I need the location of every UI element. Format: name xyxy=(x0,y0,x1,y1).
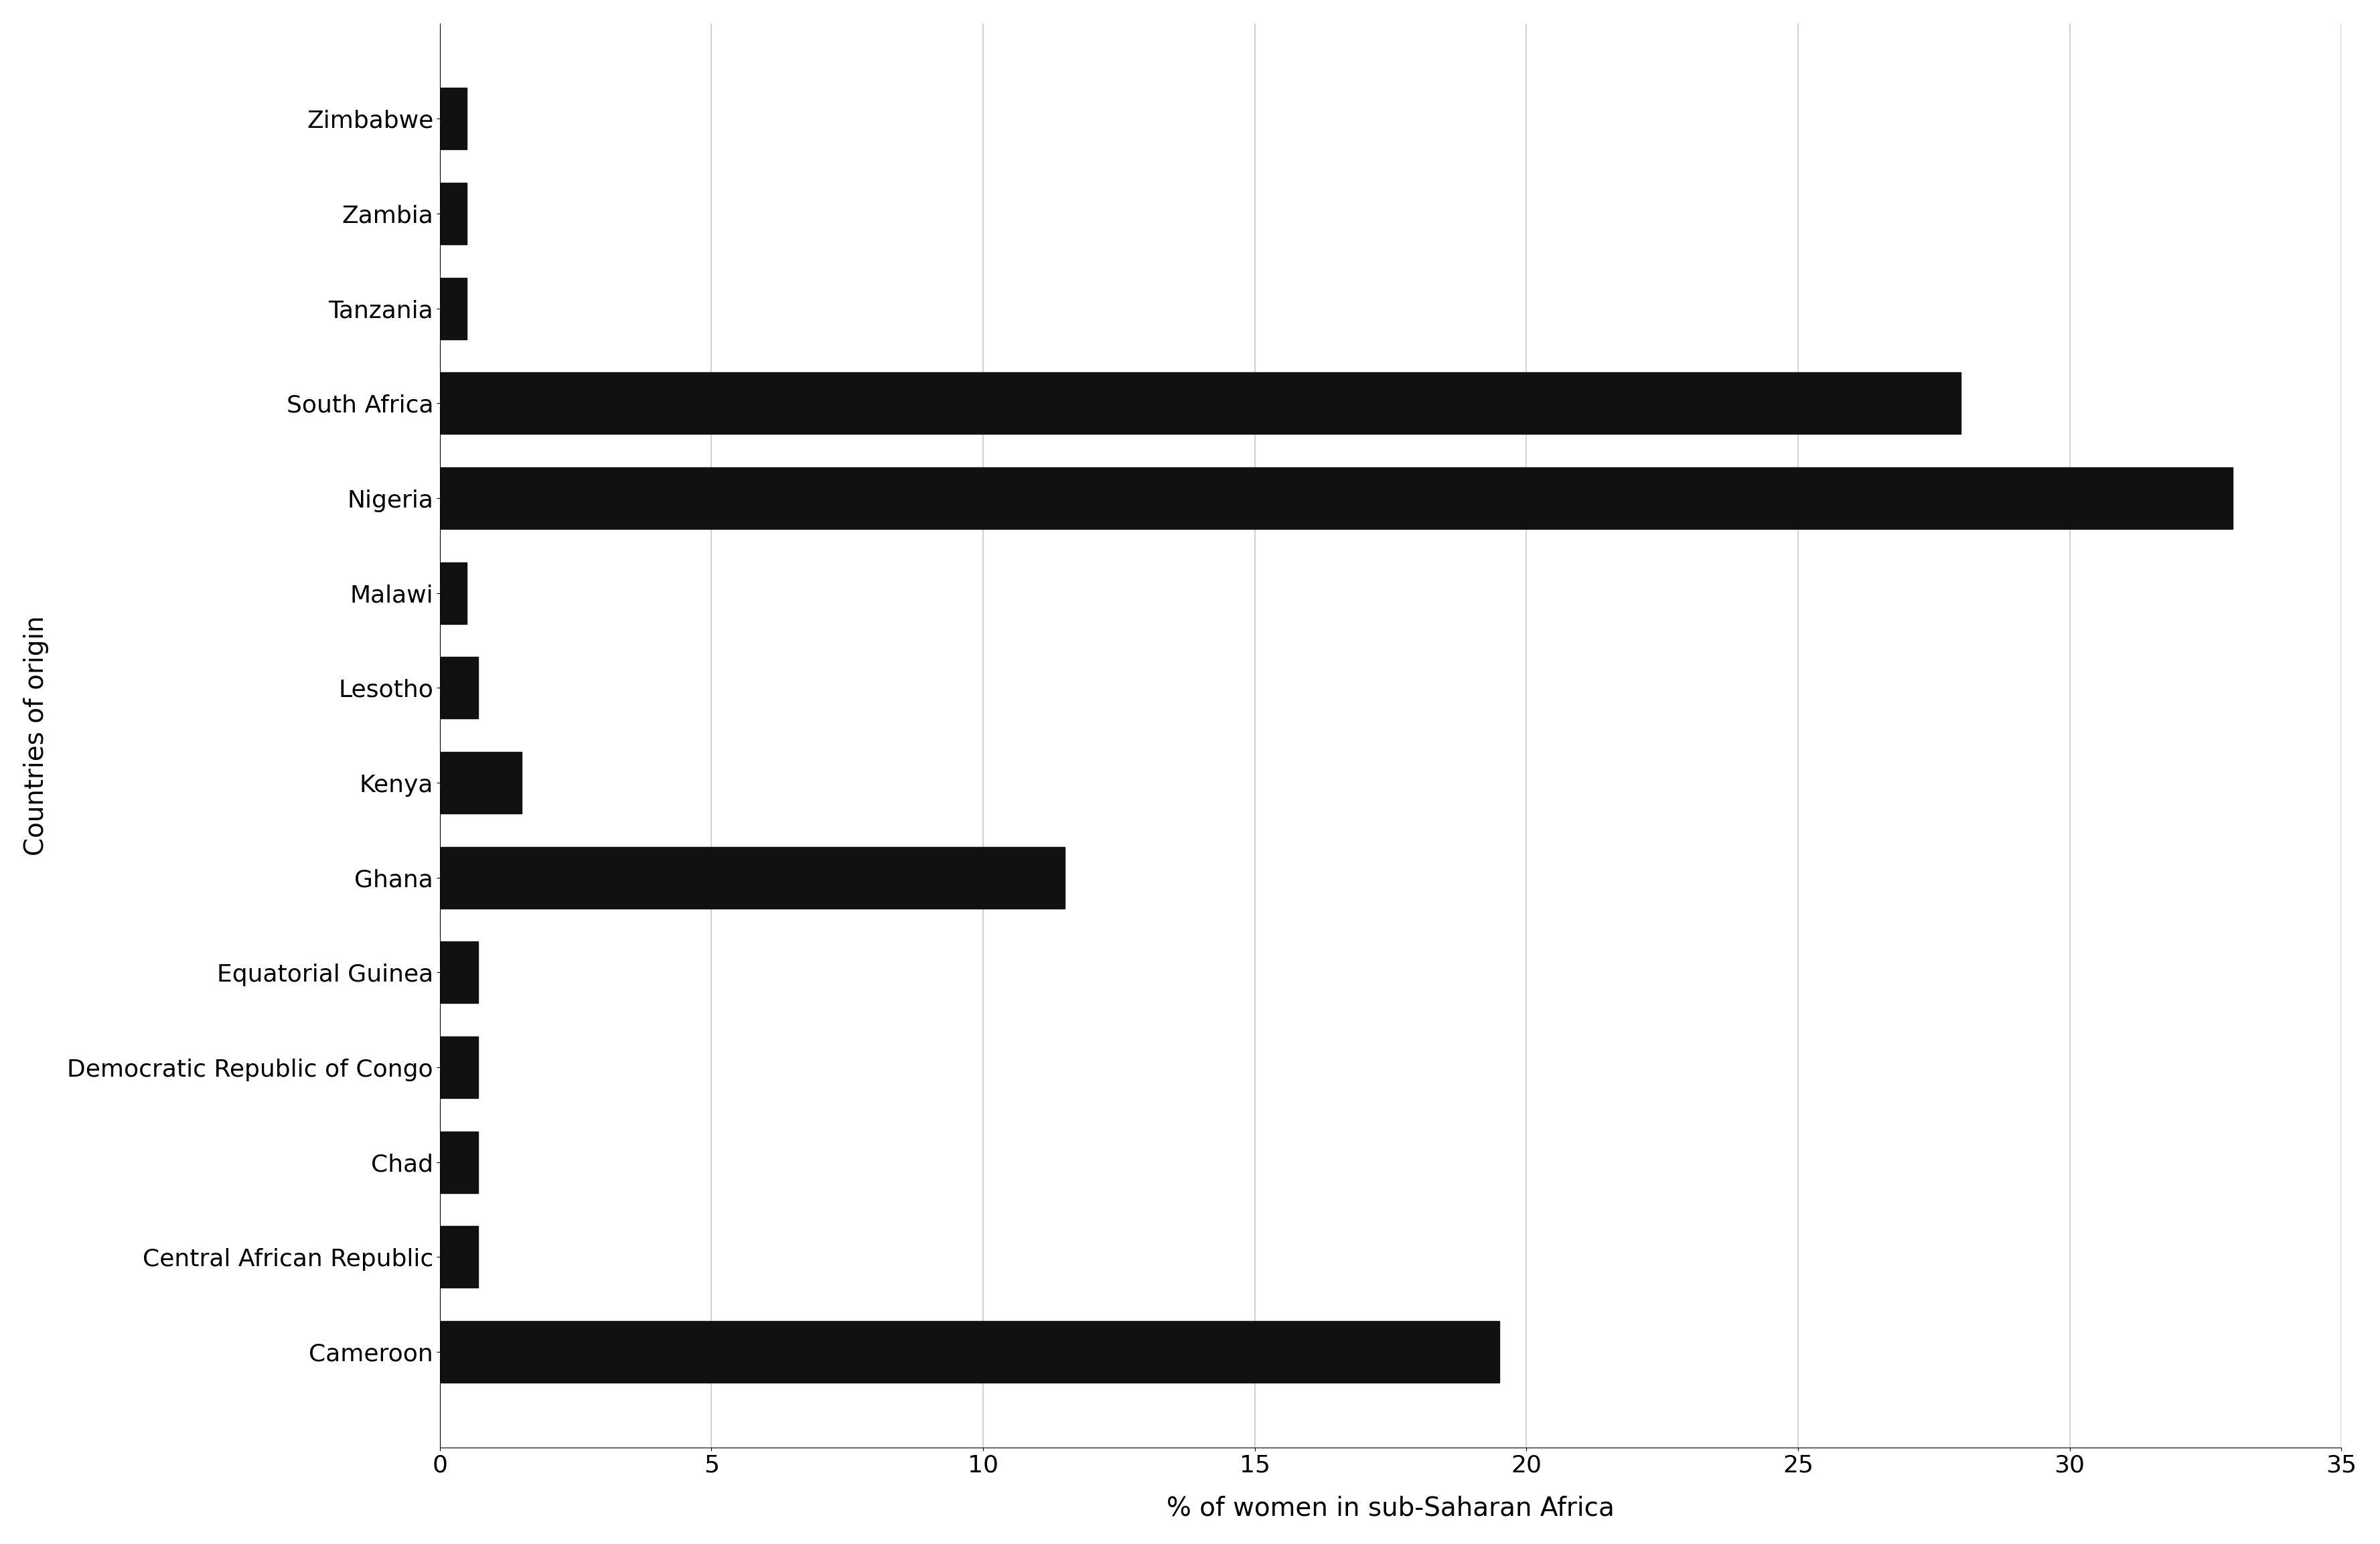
Bar xyxy=(440,1322,1499,1383)
X-axis label: % of women in sub-Saharan Africa: % of women in sub-Saharan Africa xyxy=(1166,1495,1614,1521)
Bar xyxy=(440,1132,478,1194)
Bar xyxy=(440,942,478,1004)
Bar xyxy=(440,372,1961,434)
Bar xyxy=(440,88,466,150)
Bar xyxy=(440,468,2232,530)
Bar xyxy=(440,1036,478,1098)
Bar xyxy=(440,1226,478,1288)
Bar xyxy=(440,752,521,814)
Bar xyxy=(440,278,466,340)
Bar xyxy=(440,562,466,624)
Bar xyxy=(440,846,1064,908)
Bar xyxy=(440,182,466,244)
Bar xyxy=(440,658,478,720)
Y-axis label: Countries of origin: Countries of origin xyxy=(24,615,48,855)
